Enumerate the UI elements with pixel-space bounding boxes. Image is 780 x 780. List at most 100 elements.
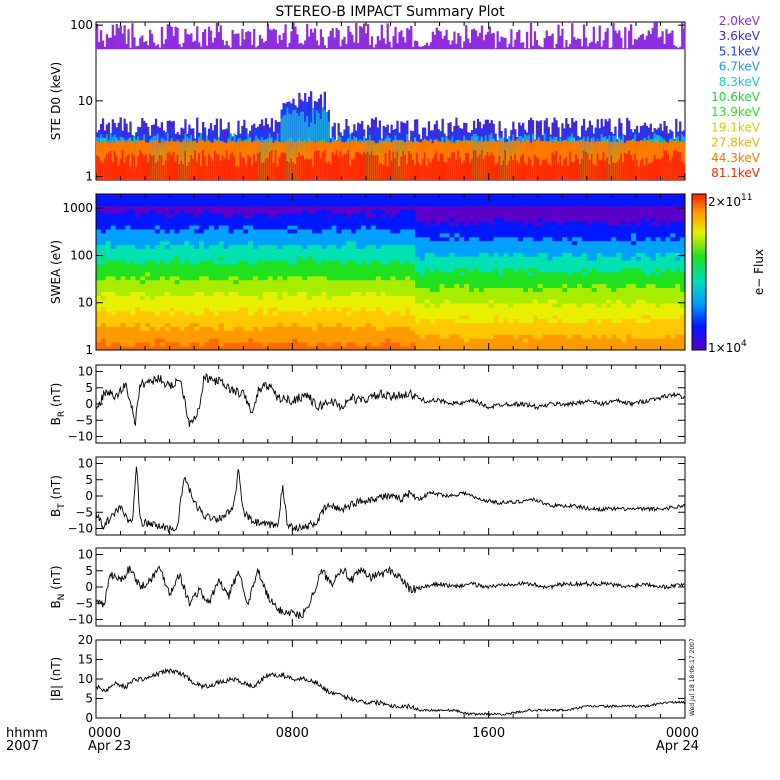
swea-cell xyxy=(159,205,166,210)
swea-cell xyxy=(203,287,210,292)
ste-bar-44.3keV xyxy=(272,143,275,180)
ste-bar-81.1keV xyxy=(661,156,664,180)
swea-cell xyxy=(100,307,107,312)
swea-cell xyxy=(282,201,288,207)
swea-cell xyxy=(149,221,156,226)
swea-cell xyxy=(277,326,283,331)
ste-ytick-label: 1 xyxy=(85,170,93,184)
swea-cell xyxy=(228,248,234,253)
ste-bar-81.1keV xyxy=(675,150,678,180)
ste-bar-81.1keV xyxy=(366,151,370,180)
ste-channel-bars xyxy=(96,22,686,180)
swea-cell xyxy=(100,197,107,203)
swea-cell xyxy=(213,342,220,347)
swea-cell xyxy=(277,201,283,207)
swea-cell xyxy=(208,322,215,327)
swea-cell xyxy=(194,225,200,230)
swea-cell xyxy=(262,299,269,304)
ste-bar-81.1keV xyxy=(529,159,533,180)
swea-cell xyxy=(277,330,283,335)
swea-cell xyxy=(233,291,239,296)
swea-cell xyxy=(174,213,180,218)
ste-bar-81.1keV xyxy=(268,152,272,180)
swea-cell xyxy=(169,334,175,339)
swea-cell xyxy=(243,311,249,316)
swea-cell xyxy=(199,342,205,347)
swea-cell xyxy=(282,338,288,343)
swea-cell xyxy=(233,225,239,230)
swea-cell xyxy=(140,272,146,277)
swea-cell xyxy=(105,338,112,343)
swea-cell xyxy=(218,225,225,230)
ste-bar-81.1keV xyxy=(237,166,240,180)
swea-cell xyxy=(125,338,131,343)
swea-cell xyxy=(199,213,205,218)
ste-bar-2.0keV xyxy=(272,28,275,50)
ste-bar-81.1keV xyxy=(351,159,354,180)
swea-cell xyxy=(174,256,180,261)
swea-cell xyxy=(233,213,239,218)
ste-bar-81.1keV xyxy=(311,166,315,180)
swea-cell xyxy=(213,260,220,265)
ste-bar-81.1keV xyxy=(380,163,383,180)
ste-bar-2.0keV xyxy=(245,32,248,50)
swea-cell xyxy=(120,334,126,339)
swea-cell xyxy=(140,233,146,238)
swea-cell xyxy=(213,318,220,324)
swea-cell xyxy=(154,346,161,351)
ste-bar-81.1keV xyxy=(345,154,348,180)
ste-bar-81.1keV xyxy=(453,152,456,180)
swea-cell xyxy=(213,240,220,246)
swea-cell xyxy=(213,275,220,281)
swea-cell xyxy=(218,221,225,226)
ste-bar-81.1keV xyxy=(641,158,645,180)
swea-cell xyxy=(243,252,249,257)
ste-bar-81.1keV xyxy=(333,154,336,180)
swea-cell xyxy=(135,307,141,312)
swea-cell xyxy=(184,303,190,308)
ste-bar-44.3keV xyxy=(647,139,650,180)
ste-legend-13.9keV: 13.9keV xyxy=(711,105,761,119)
ste-bar-2.0keV xyxy=(339,46,342,50)
ste-bar-2.0keV xyxy=(300,42,303,50)
ste-bar-44.3keV xyxy=(612,142,615,180)
swea-cell xyxy=(272,244,279,249)
swea-cell xyxy=(135,322,141,327)
ste-bar-2.0keV xyxy=(317,45,321,50)
ste-legend-8.3keV: 8.3keV xyxy=(719,75,761,89)
swea-cell xyxy=(228,244,234,249)
swea-cell xyxy=(189,311,195,316)
swea-cell xyxy=(140,330,146,335)
swea-cell xyxy=(169,229,175,234)
swea-cell xyxy=(243,201,249,207)
swea-cell xyxy=(248,197,254,203)
swea-cell xyxy=(174,279,180,285)
swea-cell xyxy=(272,197,279,203)
swea-cell xyxy=(208,229,215,234)
swea-cell xyxy=(218,260,225,265)
ste-bar-2.0keV xyxy=(620,37,623,50)
swea-cell xyxy=(267,303,274,308)
swea-cell xyxy=(174,299,180,304)
ste-bar-44.3keV xyxy=(288,141,291,180)
swea-cell xyxy=(179,318,185,324)
ste-bar-2.0keV xyxy=(107,37,111,50)
swea-cell xyxy=(110,287,117,292)
ste-bar-2.0keV xyxy=(200,46,203,50)
swea-cell xyxy=(100,244,107,249)
swea-cell xyxy=(287,240,293,246)
swea-cell xyxy=(282,209,288,214)
swea-cell xyxy=(257,346,264,351)
swea-cell xyxy=(218,201,225,207)
swea-cell xyxy=(282,248,288,253)
swea-cell xyxy=(189,205,195,210)
swea-cell xyxy=(179,275,185,281)
swea-cell xyxy=(272,307,279,312)
ste-bar-2.0keV xyxy=(612,23,615,50)
swea-cell xyxy=(248,233,254,238)
swea-cell xyxy=(267,217,274,222)
swea-cell xyxy=(194,244,200,249)
swea-cell xyxy=(125,346,131,351)
swea-cell xyxy=(110,233,117,238)
swea-cell xyxy=(110,299,117,304)
